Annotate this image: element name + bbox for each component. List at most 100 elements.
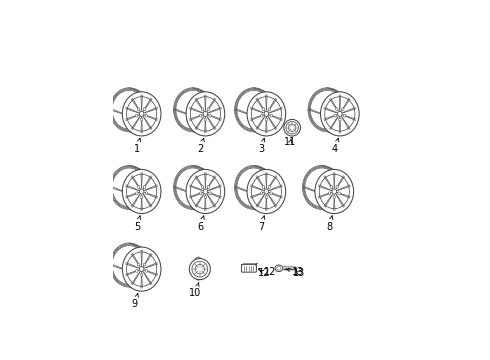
Ellipse shape [140,196,143,199]
Ellipse shape [308,88,346,132]
Ellipse shape [111,89,147,131]
Ellipse shape [175,167,211,208]
Ellipse shape [235,166,272,208]
Ellipse shape [339,118,341,121]
Text: 12: 12 [258,267,277,277]
Ellipse shape [338,192,340,195]
Text: 12: 12 [258,268,270,278]
Ellipse shape [237,168,271,207]
Ellipse shape [195,264,205,274]
Ellipse shape [289,124,296,131]
Ellipse shape [173,88,212,132]
Ellipse shape [204,196,207,199]
FancyBboxPatch shape [242,264,256,272]
Ellipse shape [145,192,147,195]
Ellipse shape [174,89,211,131]
Text: 13: 13 [293,268,305,278]
Ellipse shape [190,97,220,131]
Ellipse shape [111,166,147,208]
Ellipse shape [207,108,210,111]
Ellipse shape [236,90,271,130]
Ellipse shape [332,189,337,194]
Ellipse shape [112,168,146,207]
Ellipse shape [237,90,271,129]
Ellipse shape [126,97,157,131]
Ellipse shape [199,192,202,195]
Ellipse shape [126,252,157,286]
Text: 10: 10 [189,282,201,298]
Ellipse shape [110,165,148,210]
Ellipse shape [176,90,210,129]
Ellipse shape [199,114,202,117]
Ellipse shape [145,269,147,272]
Ellipse shape [137,185,140,188]
Ellipse shape [294,267,297,270]
Ellipse shape [286,122,298,134]
Ellipse shape [139,111,144,117]
Text: 8: 8 [326,216,333,232]
Ellipse shape [236,167,271,208]
Ellipse shape [209,114,211,117]
Ellipse shape [310,90,345,130]
Ellipse shape [270,192,272,195]
Ellipse shape [110,88,148,132]
Text: 11: 11 [284,136,296,147]
Ellipse shape [251,97,281,131]
Ellipse shape [328,192,331,195]
Ellipse shape [262,108,265,111]
Ellipse shape [320,92,359,136]
Ellipse shape [260,114,263,117]
Ellipse shape [111,245,147,285]
Ellipse shape [143,108,146,111]
Ellipse shape [315,170,354,213]
Ellipse shape [268,108,270,111]
Ellipse shape [112,90,146,129]
Ellipse shape [333,196,336,199]
Ellipse shape [140,118,143,121]
Ellipse shape [175,90,211,130]
Ellipse shape [204,118,207,121]
Ellipse shape [140,273,143,276]
Ellipse shape [270,114,272,117]
Ellipse shape [235,89,272,131]
Ellipse shape [189,258,210,280]
Ellipse shape [265,118,268,121]
Ellipse shape [330,185,333,188]
Ellipse shape [310,90,344,129]
Ellipse shape [110,243,148,287]
Text: 13: 13 [287,267,304,277]
Ellipse shape [303,166,341,208]
Ellipse shape [284,120,300,136]
Ellipse shape [143,185,146,188]
Ellipse shape [302,165,341,210]
Ellipse shape [336,185,339,188]
Ellipse shape [173,165,212,210]
Ellipse shape [338,111,342,117]
Ellipse shape [186,92,225,136]
Ellipse shape [275,265,283,271]
Ellipse shape [319,174,349,209]
Text: 2: 2 [197,138,204,154]
Ellipse shape [190,174,220,209]
Ellipse shape [264,189,269,194]
Ellipse shape [136,269,138,272]
Ellipse shape [122,170,161,213]
Ellipse shape [251,174,281,209]
Ellipse shape [235,88,273,132]
Ellipse shape [139,189,144,194]
Text: 1: 1 [134,138,141,154]
Ellipse shape [174,166,211,208]
Ellipse shape [192,261,208,277]
Ellipse shape [137,108,140,111]
Ellipse shape [264,111,269,117]
Ellipse shape [186,170,225,213]
Ellipse shape [342,108,344,111]
Text: 9: 9 [132,293,139,309]
Ellipse shape [247,170,286,213]
Ellipse shape [203,111,208,117]
Ellipse shape [262,185,265,188]
Ellipse shape [247,92,286,136]
Ellipse shape [136,114,138,117]
Ellipse shape [122,247,161,291]
Text: 4: 4 [332,138,339,154]
